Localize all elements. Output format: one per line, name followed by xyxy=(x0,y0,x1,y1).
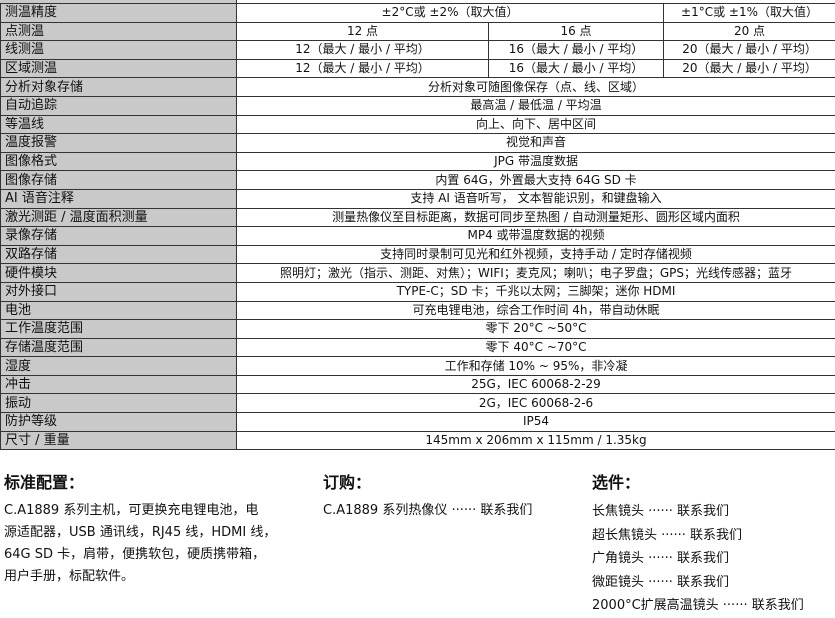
spec-value: 零下 20°C ~50°C xyxy=(237,320,835,339)
spec-label: 振动 xyxy=(1,394,237,413)
spec-value: 最高温 / 最低温 / 平均温 xyxy=(237,96,835,115)
spec-value: 分析对象可随图像保存（点、线、区域） xyxy=(237,78,835,97)
options-line: 长焦镜头 ······ 联系我们 xyxy=(592,500,804,524)
spec-value: 内置 64G，外置最大支持 64G SD 卡 xyxy=(237,171,835,190)
spec-value: 20 点 xyxy=(664,22,835,41)
spec-value: MP4 或带温度数据的视频 xyxy=(237,227,835,246)
spec-value: 20（最大 / 最小 / 平均） xyxy=(664,59,835,78)
spec-row: 硬件模块照明灯；激光（指示、测距、对焦）；WIFI；麦克风；喇叭；电子罗盘；GP… xyxy=(1,264,835,283)
spec-value: 零下 40°C ~70°C xyxy=(237,338,835,357)
spec-row: 存储温度范围零下 40°C ~70°C xyxy=(1,338,835,357)
spec-label: 等温线 xyxy=(1,115,237,134)
spec-value: 视觉和声音 xyxy=(237,134,835,153)
spec-value: 12（最大 / 最小 / 平均） xyxy=(237,59,489,78)
spec-label: 硬件模块 xyxy=(1,264,237,283)
options-line: 超长焦镜头 ······ 联系我们 xyxy=(592,524,804,548)
spec-label: AI 语音注释 xyxy=(1,189,237,208)
standard-config-title: 标准配置： xyxy=(4,472,276,494)
order-line: C.A1889 系列热像仪 ······ 联系我们 xyxy=(323,500,532,522)
standard-line: C.A1889 系列主机，可更换充电锂电池，电 xyxy=(4,500,276,522)
spec-label: 工作温度范围 xyxy=(1,320,237,339)
spec-row: AI 语音注释支持 AI 语音听写， 文本智能识别，和键盘输入 xyxy=(1,189,835,208)
spec-label: 湿度 xyxy=(1,357,237,376)
spec-label: 激光测距 / 温度面积测量 xyxy=(1,208,237,227)
spec-label: 对外接口 xyxy=(1,282,237,301)
spec-value: 16 点 xyxy=(489,22,664,41)
spec-row: 电池可充电锂电池，综合工作时间 4h，带自动休眠 xyxy=(1,301,835,320)
options-line: 微距镜头 ······ 联系我们 xyxy=(592,571,804,595)
spec-label: 存储温度范围 xyxy=(1,338,237,357)
spec-value: 照明灯；激光（指示、测距、对焦）；WIFI；麦克风；喇叭；电子罗盘；GPS；光线… xyxy=(237,264,835,283)
spec-label: 冲击 xyxy=(1,375,237,394)
spec-value: 20（最大 / 最小 / 平均） xyxy=(664,41,835,60)
options-section: 选件： 长焦镜头 ······ 联系我们超长焦镜头 ······ 联系我们广角镜… xyxy=(592,472,804,618)
spec-value: ±2°C或 ±2%（取大值） xyxy=(237,4,664,23)
standard-config-section: 标准配置： C.A1889 系列主机，可更换充电锂电池，电源适配器，USB 通讯… xyxy=(4,472,276,588)
spec-value: IP54 xyxy=(237,413,835,432)
spec-label: 区域测温 xyxy=(1,59,237,78)
spec-row: 激光测距 / 温度面积测量测量热像仪至目标距离，数据可同步至热图 / 自动测量矩… xyxy=(1,208,835,227)
spec-label: 分析对象存储 xyxy=(1,78,237,97)
spec-value: 向上、向下、居中区间 xyxy=(237,115,835,134)
spec-value: TYPE-C；SD 卡；千兆以太网；三脚架；迷你 HDMI xyxy=(237,282,835,301)
spec-value: 25G，IEC 60068-2-29 xyxy=(237,375,835,394)
spec-value: 测量热像仪至目标距离，数据可同步至热图 / 自动测量矩形、圆形区域内面积 xyxy=(237,208,835,227)
options-title: 选件： xyxy=(592,472,804,494)
spec-row: 温度报警视觉和声音 xyxy=(1,134,835,153)
spec-value: 16（最大 / 最小 / 平均） xyxy=(489,41,664,60)
spec-row: 湿度工作和存储 10% ~ 95%，非冷凝 xyxy=(1,357,835,376)
spec-value: 12（最大 / 最小 / 平均） xyxy=(237,41,489,60)
spec-value: 145mm x 206mm x 115mm / 1.35kg xyxy=(237,431,835,450)
spec-label: 录像存储 xyxy=(1,227,237,246)
spec-row: 双路存储支持同时录制可见光和红外视频，支持手动 / 定时存储视频 xyxy=(1,245,835,264)
spec-value: 支持 AI 语音听写， 文本智能识别，和键盘输入 xyxy=(237,189,835,208)
standard-line: 64G SD 卡，肩带，便携软包，硬质携带箱， xyxy=(4,544,276,566)
spec-value: JPG 带温度数据 xyxy=(237,152,835,171)
spec-label: 温度报警 xyxy=(1,134,237,153)
spec-value: 16（最大 / 最小 / 平均） xyxy=(489,59,664,78)
spec-label: 双路存储 xyxy=(1,245,237,264)
standard-line: 源适配器，USB 通讯线，RJ45 线，HDMI 线， xyxy=(4,522,276,544)
spec-value: 2G，IEC 60068-2-6 xyxy=(237,394,835,413)
spec-value: 支持同时录制可见光和红外视频，支持手动 / 定时存储视频 xyxy=(237,245,835,264)
spec-label: 自动追踪 xyxy=(1,96,237,115)
spec-label: 图像格式 xyxy=(1,152,237,171)
spec-value: ±1°C或 ±1%（取大值） xyxy=(664,4,835,23)
spec-row: 分析对象存储分析对象可随图像保存（点、线、区域） xyxy=(1,78,835,97)
spec-label: 防护等级 xyxy=(1,413,237,432)
spec-label: 电池 xyxy=(1,301,237,320)
spec-value: 12 点 xyxy=(237,22,489,41)
options-line: 广角镜头 ······ 联系我们 xyxy=(592,547,804,571)
spec-row: 图像存储内置 64G，外置最大支持 64G SD 卡 xyxy=(1,171,835,190)
spec-label: 尺寸 / 重量 xyxy=(1,431,237,450)
spec-label: 测温精度 xyxy=(1,4,237,23)
order-section: 订购： C.A1889 系列热像仪 ······ 联系我们 xyxy=(323,472,532,522)
options-line: 2000°C扩展高温镜头 ······ 联系我们 xyxy=(592,594,804,618)
spec-row: 测温精度±2°C或 ±2%（取大值）±1°C或 ±1%（取大值） xyxy=(1,4,835,23)
spec-row: 工作温度范围零下 20°C ~50°C xyxy=(1,320,835,339)
spec-row: 自动追踪最高温 / 最低温 / 平均温 xyxy=(1,96,835,115)
standard-line: 用户手册，标配软件。 xyxy=(4,566,276,588)
spec-label: 线测温 xyxy=(1,41,237,60)
spec-label: 图像存储 xyxy=(1,171,237,190)
spec-label: 点测温 xyxy=(1,22,237,41)
spec-value: 工作和存储 10% ~ 95%，非冷凝 xyxy=(237,357,835,376)
spec-value: 可充电锂电池，综合工作时间 4h，带自动休眠 xyxy=(237,301,835,320)
spec-row: 等温线向上、向下、居中区间 xyxy=(1,115,835,134)
order-title: 订购： xyxy=(323,472,532,494)
